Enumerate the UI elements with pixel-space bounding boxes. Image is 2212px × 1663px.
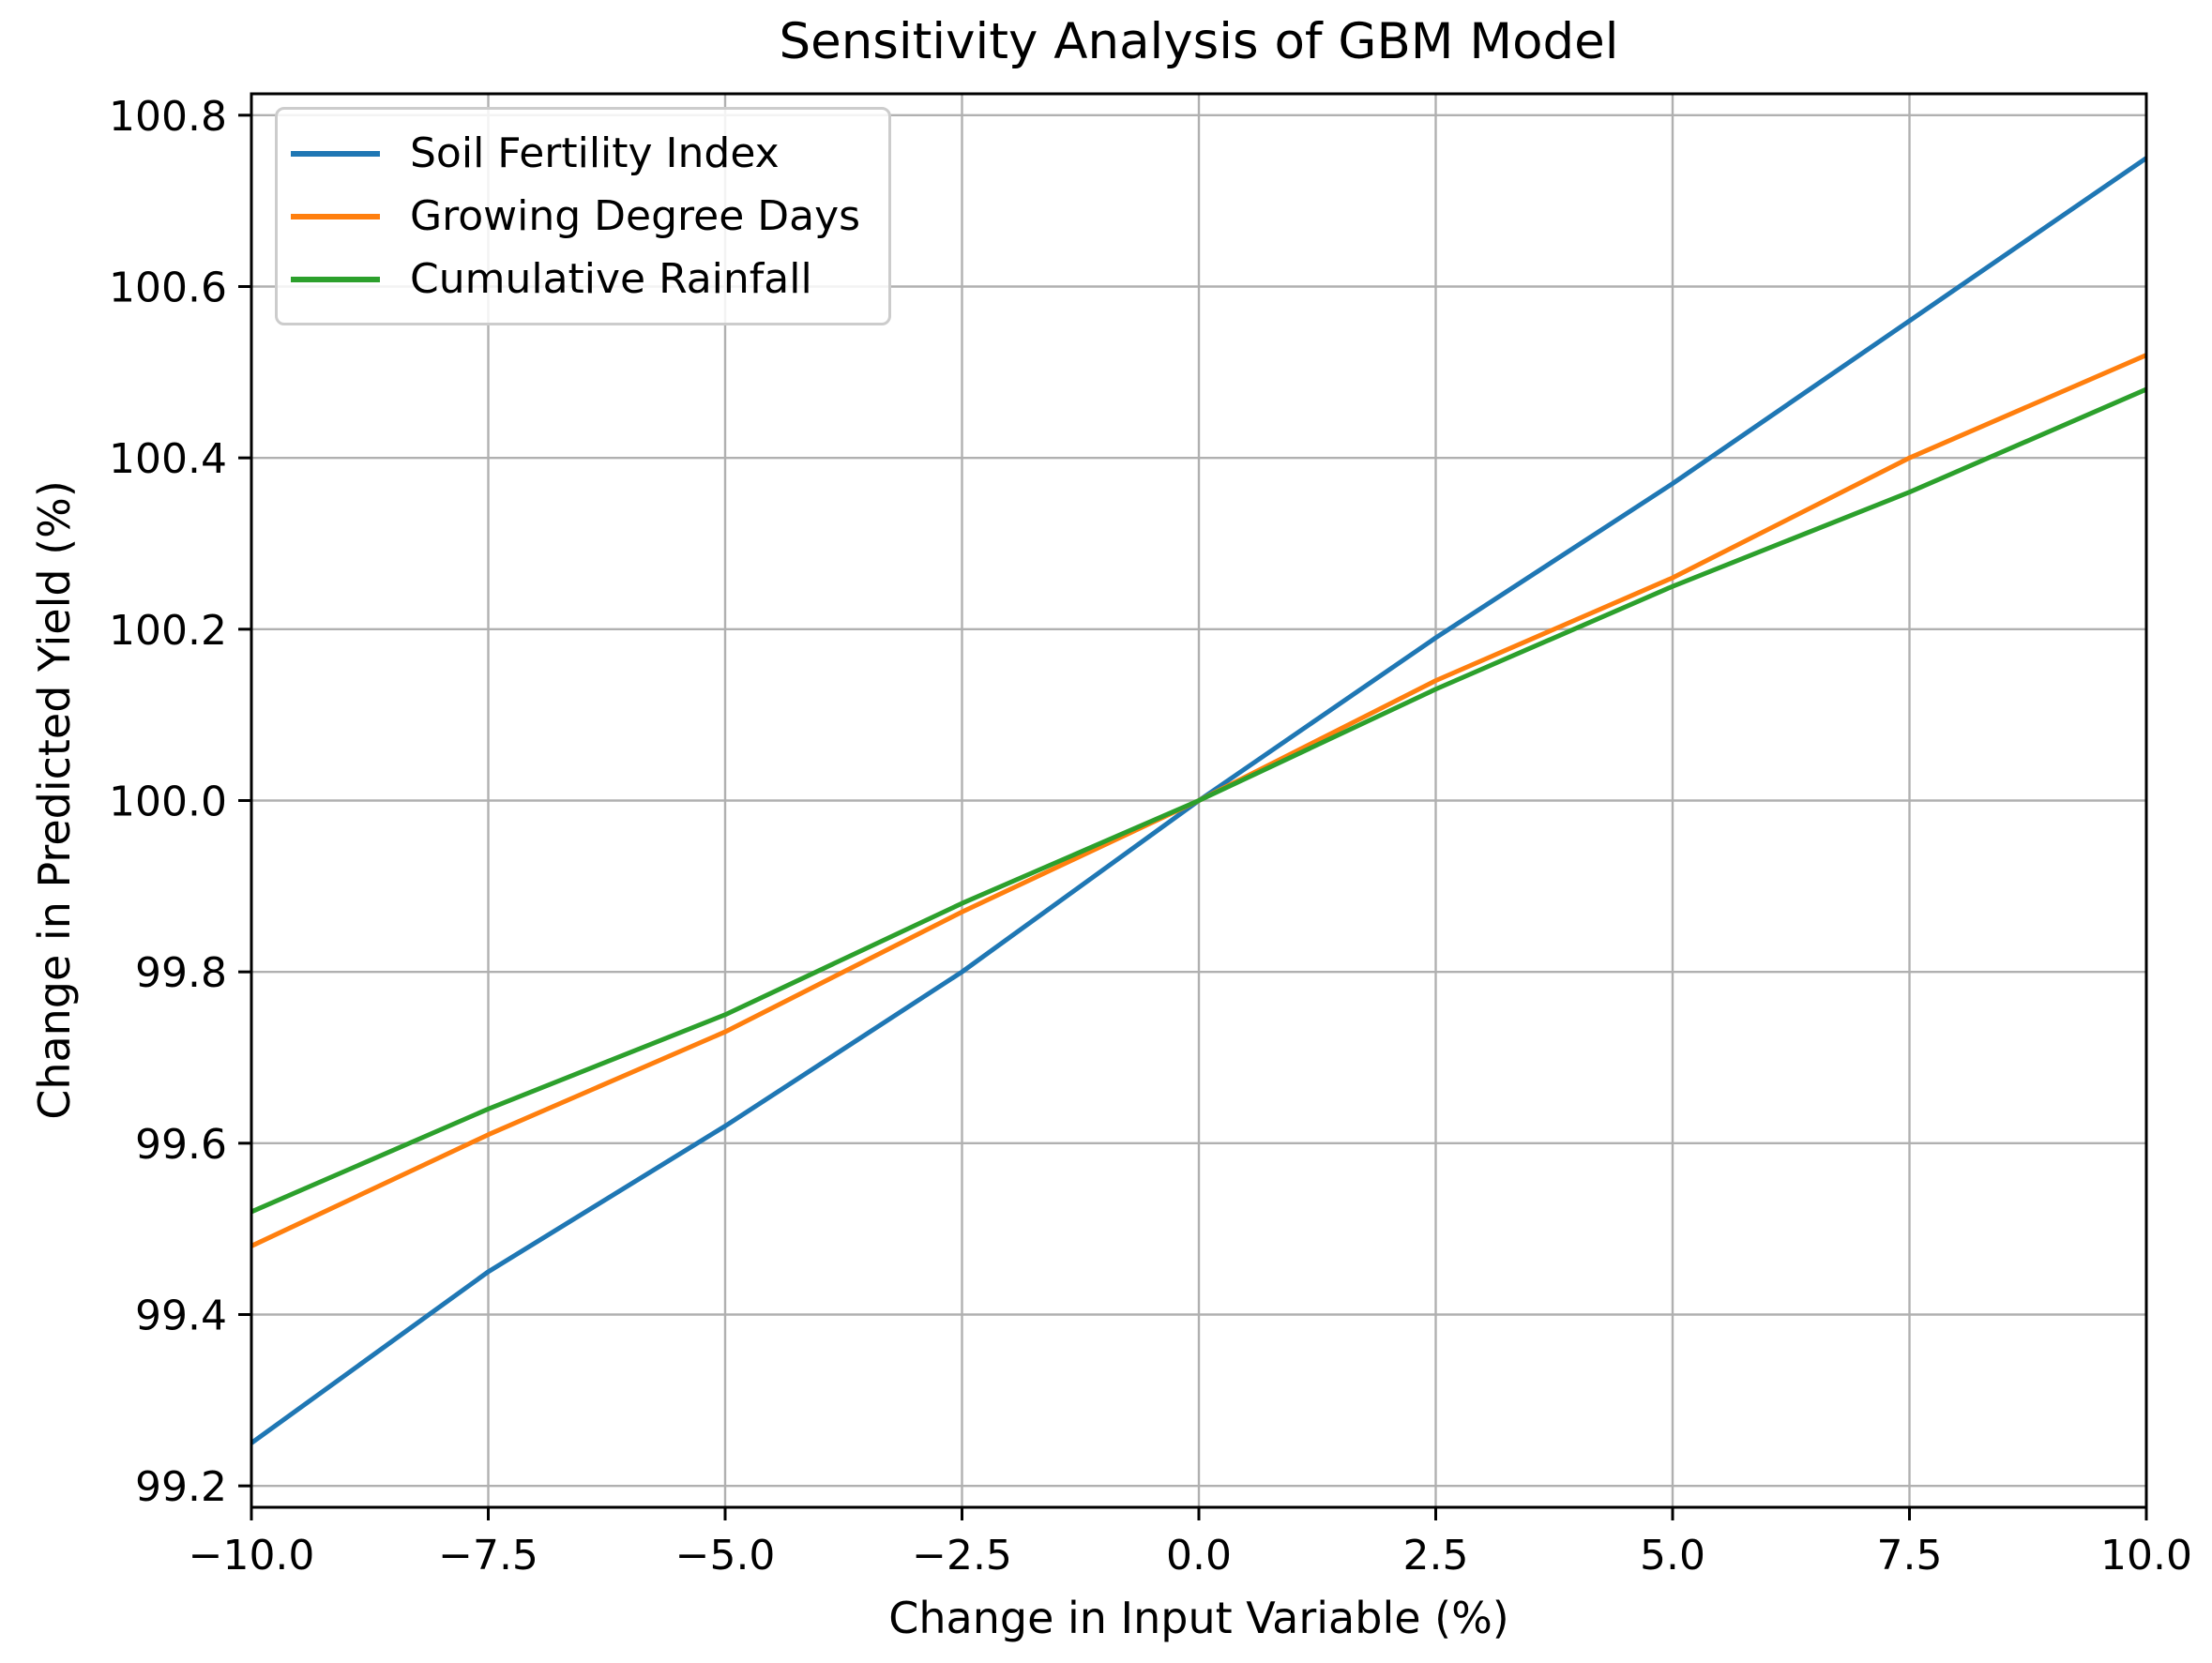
x-tick-label: 5.0 bbox=[1640, 1532, 1705, 1580]
x-tick-label: 0.0 bbox=[1166, 1532, 1232, 1580]
y-axis-label: Change in Predicted Yield (%) bbox=[29, 480, 80, 1120]
legend-label: Cumulative Rainfall bbox=[410, 254, 812, 303]
x-tick-label: −5.0 bbox=[675, 1532, 776, 1580]
y-tick-label: 100.8 bbox=[109, 93, 227, 141]
legend-swatch-soil-fertility-index bbox=[291, 150, 380, 157]
x-tick-label: 2.5 bbox=[1403, 1532, 1469, 1580]
x-tick-label: −10.0 bbox=[189, 1532, 315, 1580]
legend-row: Cumulative Rainfall bbox=[291, 248, 860, 310]
x-tick-label: −2.5 bbox=[912, 1532, 1012, 1580]
legend: Soil Fertility Index Growing Degree Days C… bbox=[275, 107, 892, 325]
y-tick-label: 99.4 bbox=[135, 1293, 227, 1340]
y-tick-label: 99.8 bbox=[135, 949, 227, 997]
series-line-cumulative-rainfall bbox=[250, 386, 2147, 1215]
y-tick-label: 99.2 bbox=[135, 1463, 227, 1511]
x-tick-label: 10.0 bbox=[2100, 1532, 2192, 1580]
series-layer bbox=[250, 156, 2148, 1445]
y-tick-label: 100.4 bbox=[109, 435, 227, 483]
y-tick-label: 99.6 bbox=[135, 1121, 227, 1169]
legend-swatch-cumulative-rainfall bbox=[291, 276, 380, 282]
x-axis-label: Change in Input Variable (%) bbox=[888, 1593, 1509, 1643]
tick-layer: −10.0 −7.5 −5.0 −2.5 0.0 2.5 5.0 7.5 10.0 99.2 99.… bbox=[109, 93, 2192, 1580]
y-tick-label: 100.0 bbox=[109, 779, 227, 826]
legend-row: Growing Degree Days bbox=[291, 185, 860, 248]
legend-label: Soil Fertility Index bbox=[410, 129, 780, 177]
y-tick-label: 100.6 bbox=[109, 265, 227, 312]
x-tick-label: −7.5 bbox=[438, 1532, 538, 1580]
x-tick-label: 7.5 bbox=[1877, 1532, 1943, 1580]
legend-row: Soil Fertility Index bbox=[291, 122, 860, 185]
legend-label: Growing Degree Days bbox=[410, 191, 861, 240]
legend-swatch-growing-degree-days bbox=[291, 213, 380, 219]
y-tick-label: 100.2 bbox=[109, 607, 227, 655]
chart-title: Sensitivity Analysis of GBM Model bbox=[779, 13, 1619, 70]
